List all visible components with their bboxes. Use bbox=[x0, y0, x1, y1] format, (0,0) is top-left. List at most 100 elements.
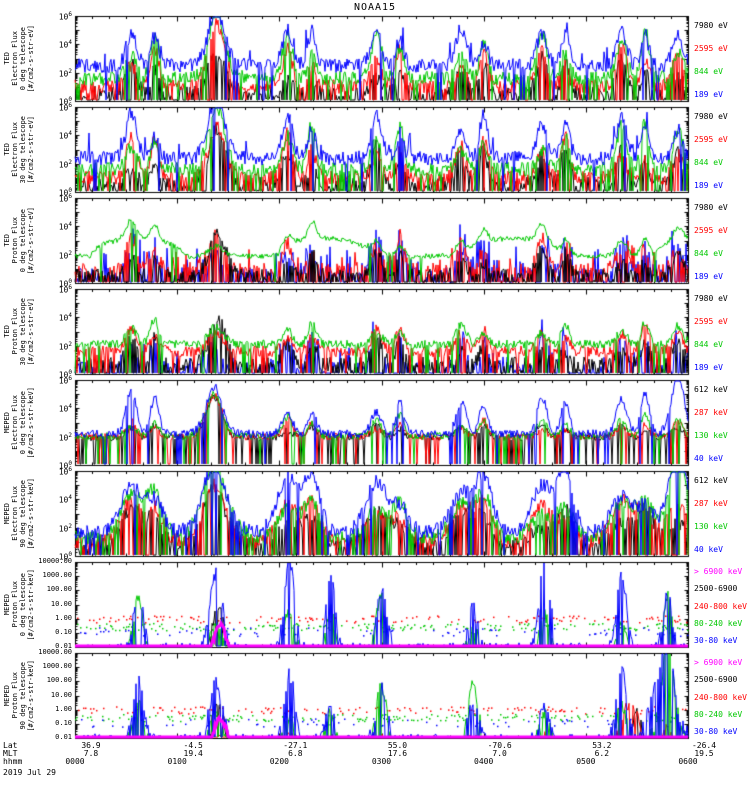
ylabel-line-0: TED bbox=[3, 325, 11, 338]
legend-ted-proton-30deg-2: 844 eV bbox=[694, 340, 723, 349]
ytick-meped-proton-0deg-1: 1000.00 bbox=[42, 571, 72, 580]
footer-lat-1: -4.5 bbox=[183, 741, 203, 750]
ylabel-meped-electron-0deg: MEPED Electron Flux 0 deg telescope [#/cm2-… bbox=[3, 380, 35, 465]
legend-meped-proton-90deg-1: 2500-6900 bbox=[694, 675, 738, 685]
ytick-ted-proton-30deg-1: 104 bbox=[58, 312, 72, 323]
footer-mlt-0: 7.8 bbox=[83, 749, 99, 758]
ytick-meped-proton-0deg-0: 10000.00 bbox=[38, 557, 72, 565]
legend-meped-proton-0deg-2: 240-800 keV bbox=[694, 601, 747, 611]
legend-meped-electron-90deg-2: 130 keV bbox=[694, 522, 728, 531]
legend-meped-proton-0deg-1: 2500-6900 bbox=[694, 584, 738, 594]
ytick-meped-proton-0deg-6: 0.01 bbox=[55, 642, 72, 650]
ylabel-line-2: 0 deg telescope bbox=[19, 390, 27, 455]
ylabel-line-1: Proton Flux bbox=[11, 672, 19, 719]
legend-meped-electron-90deg-3: 40 keV bbox=[694, 545, 723, 554]
footer-mlt-6: 19.5 bbox=[694, 749, 714, 758]
ylabel-line-1: Electron Flux bbox=[11, 122, 19, 177]
ytick-meped-electron-0deg-3: 100 bbox=[58, 460, 72, 471]
legend-ted-electron-30deg-0: 7980 eV bbox=[694, 112, 728, 121]
footer-mlt-2: 6.8 bbox=[288, 749, 303, 758]
ylabel-line-0: TED bbox=[3, 234, 11, 247]
ytick-meped-proton-90deg-1: 1000.00 bbox=[42, 662, 72, 671]
legend-meped-electron-0deg-0: 612 keV bbox=[694, 385, 728, 394]
legend-meped-proton-0deg-4: 30-80 keV bbox=[694, 636, 738, 645]
ytick-ted-proton-0deg-2: 102 bbox=[58, 249, 72, 261]
ylabel-line-0: MEPED bbox=[3, 411, 11, 434]
ylabel-line-3: [#/cm2-s-str-keV] bbox=[27, 477, 35, 550]
ylabel-meped-proton-90deg: MEPED Proton Flux 90 deg telescope [#/cm2-s… bbox=[3, 653, 35, 738]
footer-lat-5: 53.2 bbox=[592, 741, 612, 750]
ylabel-meped-proton-0deg: MEPED Proton Flux 0 deg telescope [#/cm2-s-… bbox=[3, 562, 35, 647]
footer-hhmm-2: 0200 bbox=[269, 757, 289, 766]
ylabel-ted-electron-30deg: TED Electron Flux 30 deg telescope [#/cm2-s… bbox=[3, 107, 35, 192]
legend-ted-proton-0deg-1: 2595 eV bbox=[694, 226, 728, 235]
ytick-meped-proton-0deg-3: 10.00 bbox=[50, 599, 72, 608]
footer-row-label-mlt: MLT bbox=[3, 749, 18, 758]
ytick-meped-proton-90deg-0: 10000.00 bbox=[38, 648, 72, 656]
ylabel-ted-proton-30deg: TED Proton Flux 30 deg telescope [#/cm2-s-s… bbox=[3, 289, 35, 374]
legend-ted-electron-30deg-3: 189 eV bbox=[694, 181, 723, 190]
ylabel-ted-electron-0deg: TED Electron Flux 0 deg telescope [#/cm2-s-… bbox=[3, 16, 35, 101]
ylabel-line-2: 90 deg telescope bbox=[19, 661, 27, 730]
footer-hhmm-0: 0000 bbox=[65, 757, 85, 766]
legend-ted-electron-0deg-3: 189 eV bbox=[694, 90, 723, 99]
ytick-ted-electron-30deg-2: 102 bbox=[58, 158, 72, 170]
ytick-ted-electron-0deg-3: 100 bbox=[58, 96, 72, 107]
ytick-meped-proton-90deg-3: 10.00 bbox=[50, 690, 72, 699]
ylabel-line-2: 90 deg telescope bbox=[19, 479, 27, 548]
footer-mlt-5: 6.2 bbox=[594, 749, 610, 758]
ylabel-line-3: [#/cm2-s-str-eV] bbox=[27, 24, 35, 93]
ylabel-line-2: 0 deg telescope bbox=[19, 26, 27, 91]
ylabel-line-1: Electron Flux bbox=[11, 486, 19, 541]
ytick-ted-proton-0deg-3: 100 bbox=[58, 278, 72, 289]
legend-meped-proton-90deg-4: 30-80 keV bbox=[694, 727, 738, 736]
ylabel-ted-proton-0deg: TED Proton Flux 0 deg telescope [#/cm2-s-st… bbox=[3, 198, 35, 283]
legend-meped-proton-90deg-3: 80-240 keV bbox=[694, 709, 743, 719]
footer-mlt-1: 19.4 bbox=[183, 749, 203, 758]
ytick-meped-proton-90deg-6: 0.01 bbox=[55, 733, 72, 741]
footer-lat-2: -27.1 bbox=[283, 741, 308, 750]
legend-ted-proton-0deg-2: 844 eV bbox=[694, 249, 723, 258]
ylabel-line-0: TED bbox=[3, 52, 11, 65]
ylabel-line-0: MEPED bbox=[3, 502, 11, 525]
ylabel-line-1: Proton Flux bbox=[11, 217, 19, 264]
footer-lat-3: 55.0 bbox=[387, 741, 408, 750]
ylabel-line-3: [#/cm2-s-str-eV] bbox=[27, 206, 35, 275]
ytick-ted-proton-0deg-0: 106 bbox=[58, 193, 72, 204]
footer-hhmm-6: 0600 bbox=[678, 757, 698, 766]
ytick-meped-proton-90deg-5: 0.10 bbox=[55, 718, 72, 727]
footer-hhmm-4: 0400 bbox=[474, 757, 494, 766]
ylabel-line-1: Electron Flux bbox=[11, 395, 19, 450]
ytick-meped-electron-0deg-1: 104 bbox=[58, 403, 72, 414]
footer-hhmm-1: 0100 bbox=[167, 757, 187, 766]
ylabel-line-2: 0 deg telescope bbox=[19, 572, 27, 637]
footer-mlt-3: 17.6 bbox=[387, 749, 408, 758]
ylabel-line-0: MEPED bbox=[3, 593, 11, 616]
ytick-ted-electron-30deg-3: 100 bbox=[58, 187, 72, 198]
ytick-ted-electron-0deg-0: 106 bbox=[58, 11, 72, 22]
ylabel-line-3: [#/cm2-s-str-keV] bbox=[27, 386, 35, 459]
legend-ted-electron-0deg-1: 2595 eV bbox=[694, 44, 728, 53]
footer-lat-4: -70.6 bbox=[487, 741, 512, 750]
ylabel-line-2: 30 deg telescope bbox=[19, 115, 27, 184]
legend-meped-electron-90deg-0: 612 keV bbox=[694, 476, 728, 485]
ylabel-line-1: Proton Flux bbox=[11, 308, 19, 355]
footer-hhmm-3: 0300 bbox=[371, 757, 392, 766]
footer-lat-6: -26.4 bbox=[691, 741, 717, 750]
ytick-meped-electron-0deg-2: 102 bbox=[58, 431, 72, 443]
ylabel-line-0: TED bbox=[3, 143, 11, 156]
legend-meped-electron-0deg-1: 287 keV bbox=[694, 408, 728, 417]
ylabel-line-2: 30 deg telescope bbox=[19, 297, 27, 366]
ytick-ted-proton-30deg-0: 106 bbox=[58, 284, 72, 295]
legend-meped-electron-0deg-2: 130 keV bbox=[694, 431, 728, 440]
legend-ted-proton-30deg-1: 2595 eV bbox=[694, 317, 728, 326]
legend-ted-proton-30deg-0: 7980 eV bbox=[694, 294, 728, 303]
ytick-meped-electron-90deg-1: 104 bbox=[58, 494, 72, 505]
ytick-ted-electron-0deg-2: 102 bbox=[58, 67, 72, 79]
legend-meped-proton-0deg-3: 80-240 keV bbox=[694, 618, 743, 628]
ytick-ted-electron-30deg-0: 106 bbox=[58, 102, 72, 113]
ylabel-line-3: [#/cm2-s-str-eV] bbox=[27, 115, 35, 184]
legend-ted-electron-30deg-1: 2595 eV bbox=[694, 135, 728, 144]
